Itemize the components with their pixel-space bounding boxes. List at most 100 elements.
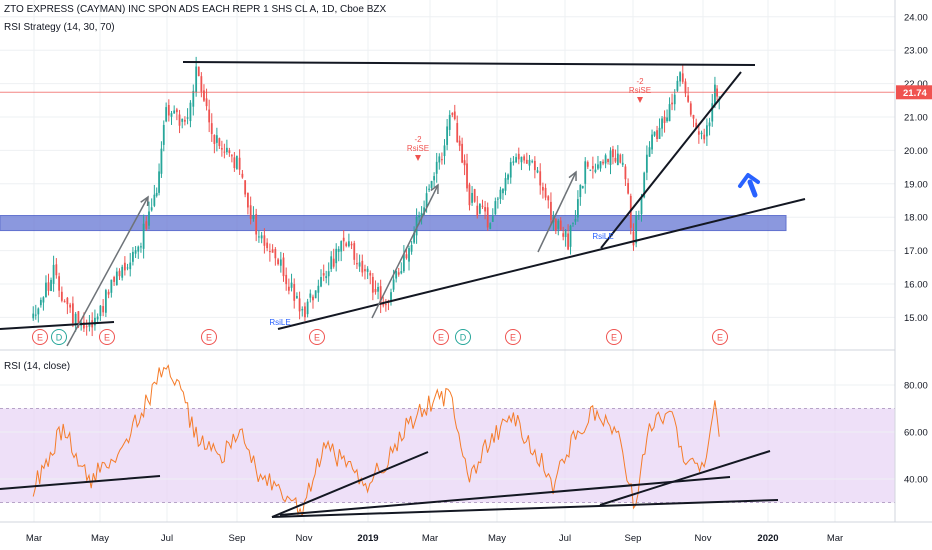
rsi-label[interactable]: RSI (14, close): [4, 361, 71, 372]
candle-body: [673, 94, 676, 105]
candle-body: [285, 274, 288, 285]
candle-body: [632, 231, 635, 246]
candle: [607, 158, 609, 165]
candle: [567, 224, 569, 251]
price-tick-label: 18.00: [904, 213, 928, 224]
candle: [266, 238, 269, 252]
candle-body: [541, 186, 544, 191]
candle: [94, 309, 96, 331]
candle: [296, 292, 298, 299]
event-circle: [309, 329, 325, 345]
candle: [581, 185, 584, 189]
candle: [594, 163, 597, 174]
candle-body: [451, 113, 454, 115]
candle-body: [83, 322, 85, 329]
candle: [170, 110, 173, 125]
candle-body: [45, 282, 47, 297]
candle-body: [306, 301, 309, 315]
event-glyph: E: [314, 333, 320, 343]
candle: [541, 182, 544, 199]
strategy-label[interactable]: RSI Strategy (14, 30, 70): [4, 22, 115, 33]
candle-body: [208, 109, 211, 123]
candle-body: [210, 123, 213, 134]
candle-body: [458, 140, 461, 146]
candle-body: [408, 248, 410, 262]
candle-body: [347, 241, 350, 247]
candle-body: [258, 236, 260, 238]
candle: [241, 169, 244, 179]
candle-body: [170, 113, 173, 117]
candle: [366, 266, 369, 280]
candle: [358, 254, 361, 272]
time-tick-label: Mar: [422, 533, 438, 544]
candle: [569, 224, 572, 255]
candle-body: [69, 304, 72, 308]
candle: [624, 164, 627, 186]
candle: [408, 245, 410, 271]
candle: [491, 208, 494, 222]
event-glyph: E: [206, 333, 212, 343]
candle: [230, 154, 233, 163]
candle-body: [215, 135, 218, 143]
candle: [461, 137, 464, 164]
candle-body: [39, 299, 42, 306]
candle-body: [496, 198, 499, 200]
candle-body: [392, 279, 395, 290]
candle: [705, 118, 708, 146]
candle-body: [102, 306, 105, 313]
gray-arrow-1-head: [140, 195, 149, 207]
time-tick-label: Nov: [695, 533, 712, 544]
candle-body: [671, 102, 673, 105]
rsi-band-fill: [0, 408, 895, 503]
candle: [453, 104, 456, 121]
candle: [531, 159, 534, 164]
candle-body: [287, 286, 290, 291]
candle-body: [679, 72, 681, 82]
candle: [627, 178, 630, 195]
candle-body: [554, 218, 557, 231]
candle: [285, 267, 288, 291]
candle: [559, 217, 562, 231]
candle: [653, 131, 656, 137]
candle: [415, 208, 418, 244]
candle-body: [121, 266, 124, 278]
candle-body: [703, 134, 706, 140]
candle: [484, 200, 486, 220]
candle: [697, 123, 700, 144]
candle-body: [602, 161, 604, 164]
blue-arrow-head: [738, 173, 760, 188]
price-tick-label: 15.00: [904, 313, 928, 324]
candle-body: [312, 296, 314, 301]
candle: [145, 216, 148, 231]
candle-body: [423, 207, 425, 215]
rsi-trendline-2: [271, 451, 429, 518]
candle: [215, 127, 218, 152]
candle-body: [420, 212, 423, 219]
candle-body: [651, 134, 653, 150]
candle: [481, 199, 484, 209]
candle: [687, 87, 690, 103]
candle-body: [181, 118, 184, 122]
candle: [110, 279, 113, 298]
candle: [102, 299, 105, 317]
earnings-marker: E: [606, 329, 622, 345]
candle-body: [233, 157, 236, 169]
candle-body: [564, 231, 567, 238]
candle-body: [382, 302, 385, 306]
earnings-marker: E: [99, 329, 115, 345]
candle-body: [274, 249, 277, 259]
candle-body: [66, 297, 69, 305]
event-circle: [201, 329, 217, 345]
candle: [155, 187, 158, 198]
dividend-marker: D: [51, 329, 67, 345]
candle-body: [186, 117, 189, 119]
time-tick-label: 2019: [357, 533, 378, 544]
rsi-tick-label: 60.00: [904, 428, 928, 439]
candle-body: [266, 242, 269, 249]
candle-body: [624, 166, 627, 180]
candle: [430, 180, 433, 191]
candle: [123, 256, 126, 276]
candle: [557, 218, 560, 236]
